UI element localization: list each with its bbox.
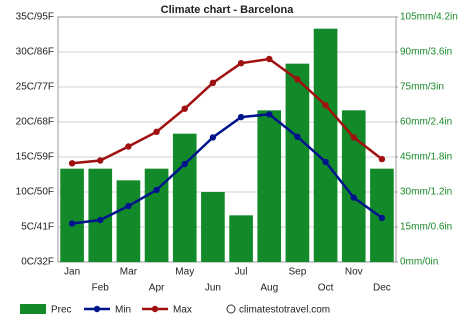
- legend-swatch: [20, 304, 46, 314]
- temp-point: [294, 76, 301, 83]
- y2-tick-label: 15mm/0.6in: [400, 222, 452, 233]
- x-tick-label: Jan: [64, 267, 80, 278]
- legend-label: Max: [173, 305, 192, 316]
- temp-point: [378, 214, 386, 222]
- temp-point: [209, 79, 217, 87]
- x-tick-label: Nov: [345, 267, 363, 278]
- temp-point: [153, 128, 160, 135]
- temp-point: [125, 143, 132, 150]
- x-tick-label: Apr: [149, 283, 165, 294]
- y2-tick-label: 105mm/4.2in: [400, 12, 458, 23]
- temp-point: [153, 186, 160, 194]
- x-tick-label: Oct: [318, 283, 334, 294]
- temp-point: [68, 220, 76, 227]
- precip-bar: [201, 192, 225, 262]
- temp-point: [266, 55, 273, 63]
- temp-point: [68, 160, 76, 167]
- x-tick-label: Jun: [205, 283, 221, 294]
- temp-point: [294, 133, 301, 140]
- y-tick-label: 0C/32F: [21, 257, 54, 268]
- temp-point: [237, 60, 245, 67]
- legend-swatch-point: [93, 305, 101, 313]
- precip-bar: [257, 110, 282, 262]
- x-tick-label: Feb: [92, 283, 110, 294]
- temp-point: [97, 157, 104, 164]
- y2-tick-label: 90mm/3.6in: [400, 47, 452, 58]
- precip-bar: [116, 180, 141, 262]
- y-tick-label: 5C/41F: [21, 222, 54, 233]
- y-tick-label: 35C/95F: [16, 12, 54, 23]
- watermark: climatestotravel.com: [239, 305, 330, 316]
- y-tick-label: 25C/77F: [16, 82, 54, 93]
- chart-title: Climate chart - Barcelona: [161, 4, 295, 16]
- legend-label: Min: [115, 305, 131, 316]
- y2-tick-label: 45mm/1.8in: [400, 152, 452, 163]
- precip-bar: [172, 133, 197, 262]
- temp-line: [71, 113, 383, 225]
- precip-bar: [341, 110, 366, 262]
- precip-bar: [285, 63, 310, 262]
- watermark-icon: [226, 304, 236, 314]
- legend-label: Prec: [51, 305, 72, 316]
- temp-point: [125, 202, 132, 210]
- y2-tick-label: 60mm/2.4in: [400, 117, 452, 128]
- x-tick-label: Aug: [260, 283, 278, 294]
- temp-point: [322, 102, 329, 109]
- temp-point: [350, 134, 357, 141]
- x-tick-label: May: [175, 267, 194, 278]
- y-tick-label: 15C/59F: [16, 152, 54, 163]
- y-tick-label: 10C/50F: [16, 187, 54, 198]
- temp-point: [237, 113, 245, 121]
- temp-point: [209, 134, 217, 141]
- y-tick-label: 20C/68F: [16, 117, 54, 128]
- precip-bar: [313, 28, 338, 262]
- temp-point: [350, 194, 357, 201]
- temp-point: [322, 158, 329, 166]
- x-tick-label: Dec: [373, 283, 391, 294]
- y2-tick-label: 0mm/0in: [400, 257, 438, 268]
- temp-point: [266, 111, 273, 118]
- temp-point: [181, 105, 188, 112]
- precip-bar: [88, 168, 113, 262]
- precip-bar: [229, 215, 253, 262]
- x-tick-label: Jul: [235, 267, 248, 278]
- x-tick-label: Sep: [289, 267, 307, 278]
- plot-frame: [57, 16, 397, 263]
- temp-point: [378, 155, 386, 163]
- x-tick-label: Mar: [120, 267, 138, 278]
- temp-point: [97, 216, 104, 224]
- temp-point: [181, 160, 188, 168]
- y-tick-label: 30C/86F: [16, 47, 54, 58]
- legend-swatch-point: [151, 305, 159, 313]
- y2-tick-label: 30mm/1.2in: [400, 187, 452, 198]
- precip-bar: [60, 168, 84, 262]
- y2-tick-label: 75mm/3in: [400, 82, 444, 93]
- temp-line: [71, 57, 383, 165]
